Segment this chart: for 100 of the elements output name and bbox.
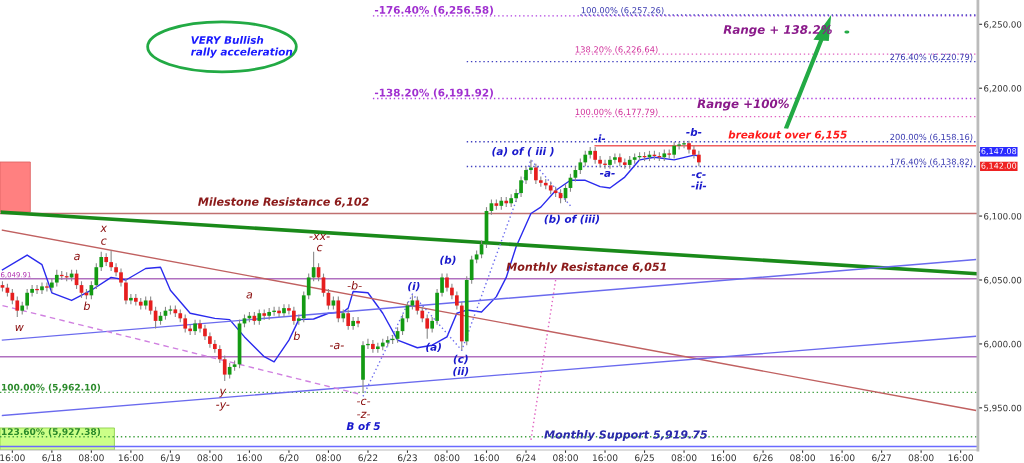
annotation: (c) <box>453 354 468 365</box>
y-tick-label: 6,200.00 <box>984 85 1022 93</box>
x-tick-label: 6/25 <box>635 454 654 462</box>
x-tick-label: 08:00 <box>316 454 341 462</box>
annotation: c <box>317 244 323 252</box>
candlestick <box>203 324 207 341</box>
annotation: 123.60% (5,927.38) <box>2 428 101 437</box>
text: 6,147.08 <box>981 148 1017 155</box>
annotation: a <box>246 292 253 299</box>
text: 6,142.00 <box>981 162 1017 170</box>
annotation: breakout over 6,155 <box>728 130 847 140</box>
annotation: 138.20% (6,226.64) <box>575 46 658 54</box>
annotation: 176.40% (6,138.82) <box>890 158 973 166</box>
candlestick <box>15 296 20 318</box>
x-tick-label: 6/22 <box>358 454 378 462</box>
candlestick <box>94 262 99 290</box>
annotation: 276.40% (6,220.79) <box>890 53 973 61</box>
annotation: a <box>74 253 80 261</box>
annotation: B of 5 <box>346 421 381 431</box>
y-tick-label: 6,050.00 <box>984 276 1022 285</box>
candlestick <box>25 288 30 310</box>
candlestick <box>45 281 49 293</box>
annotation: (ii) <box>453 367 469 377</box>
annotation: -ii- <box>691 181 707 190</box>
candlestick <box>469 255 474 285</box>
x-tick-label: 08:00 <box>908 454 934 462</box>
candlestick <box>425 313 430 340</box>
annotation: b <box>293 331 300 341</box>
candlestick <box>450 283 454 300</box>
x-tick-label: 08:00 <box>434 454 460 462</box>
x-tick-label: 16:00 <box>118 454 144 462</box>
candlestick <box>697 150 701 167</box>
candlestick <box>208 331 212 349</box>
candlestick <box>692 145 696 160</box>
x-tick-label: 08:00 <box>553 454 578 462</box>
candlestick <box>598 155 602 169</box>
annotation: (b) of (iii) <box>544 214 600 225</box>
annotation: 200.00% (6,158.16) <box>890 133 973 142</box>
annotation: b <box>83 301 90 311</box>
y-tick-label: 5,950.00 <box>984 404 1022 413</box>
candlestick <box>114 262 118 277</box>
x-tick-label: 6/26 <box>753 454 773 462</box>
annotation: 100.00% (6,177.79) <box>575 108 658 116</box>
candlestick <box>109 250 113 272</box>
x-tick-label: 08:00 <box>197 454 223 462</box>
annotation: -a- <box>599 170 615 177</box>
annotation: x <box>100 225 108 232</box>
candlestick <box>608 155 612 170</box>
annotation: -z- <box>357 411 371 418</box>
annotation: -138.20% (6,191.92) <box>374 88 493 98</box>
candlestick <box>351 316 355 331</box>
y-tick-label: 6,000.00 <box>984 340 1022 349</box>
annotation: -176.40% (6,256.58) <box>374 5 493 16</box>
annotation: VERY Bullish rally acceleration <box>191 35 293 58</box>
annotation: 100.00% (5,962.10) <box>2 383 101 392</box>
candlestick <box>519 175 523 198</box>
candlestick <box>282 303 286 318</box>
x-tick-label: 6/23 <box>397 454 417 462</box>
candlestick <box>371 339 375 354</box>
annotation: -c- <box>356 398 371 406</box>
candlestick <box>514 188 518 203</box>
candlestick <box>346 308 351 331</box>
candlestick <box>534 163 538 185</box>
candlestick <box>613 152 617 165</box>
x-tick-label: 16:00 <box>830 454 855 462</box>
annotation: (a) of ( iii ) <box>492 147 554 157</box>
x-tick-label: 6/24 <box>516 454 536 462</box>
candlestick <box>222 354 227 382</box>
candlestick <box>301 290 306 323</box>
x-tick-label: 16:00 <box>593 454 618 462</box>
annotation: c <box>101 238 107 245</box>
candlestick <box>529 159 533 175</box>
candlestick <box>40 281 44 295</box>
candlestick <box>99 251 104 272</box>
candlestick <box>336 296 341 323</box>
x-tick-label: 16:00 <box>474 454 499 462</box>
annotation: y <box>219 388 227 398</box>
x-tick-label: 08:00 <box>790 454 815 462</box>
y-tick-label: 6,100.00 <box>984 212 1022 221</box>
candlestick <box>440 273 444 298</box>
x-tick-label: 6/18 <box>42 454 62 462</box>
ref-line-label: Monthly Support 5,919.75 <box>544 430 708 441</box>
candlestick <box>677 141 681 151</box>
candlestick <box>30 284 34 298</box>
candlestick <box>50 278 54 293</box>
candlestick <box>124 278 128 305</box>
x-tick-label: 16:00 <box>711 454 736 462</box>
annotation: -i- <box>593 134 606 143</box>
annotation: (i) <box>408 281 420 292</box>
x-tick-label: 08:00 <box>671 454 697 462</box>
x-tick-label: 6/19 <box>160 454 180 462</box>
annotation: -a- <box>329 342 344 350</box>
x-tick-label: 16:00 <box>0 454 25 462</box>
x-tick-label: 6/27 <box>872 454 891 462</box>
x-tick-label: 6/20 <box>279 454 299 462</box>
annotation: Range +100% <box>697 99 789 111</box>
annotation: -xx- <box>309 234 330 241</box>
x-tick-label: 08:00 <box>78 454 104 462</box>
annotation: w <box>15 324 24 331</box>
annotation: -b- <box>347 281 362 290</box>
